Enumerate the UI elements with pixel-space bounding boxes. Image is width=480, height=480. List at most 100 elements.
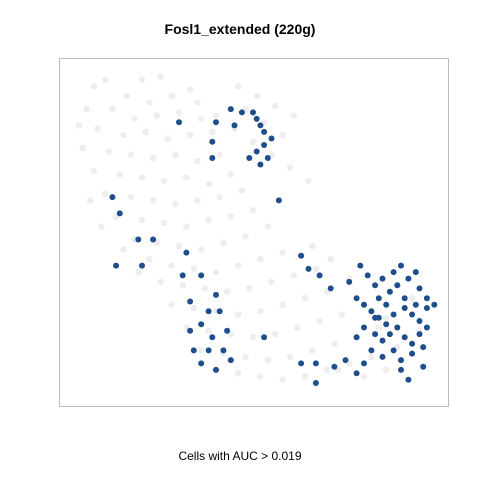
below-threshold-point bbox=[212, 268, 220, 276]
below-threshold-point bbox=[227, 213, 235, 220]
below-threshold-point bbox=[257, 255, 264, 263]
above-threshold-point bbox=[113, 262, 120, 269]
below-threshold-point bbox=[194, 99, 201, 106]
below-threshold-point bbox=[216, 193, 223, 201]
below-threshold-point bbox=[205, 180, 212, 188]
above-threshold-point bbox=[179, 272, 186, 279]
above-threshold-point bbox=[353, 334, 360, 341]
below-threshold-point bbox=[249, 206, 257, 214]
below-threshold-point bbox=[194, 158, 201, 165]
below-threshold-point bbox=[83, 105, 90, 113]
below-threshold-point bbox=[238, 187, 246, 194]
above-threshold-point bbox=[405, 275, 412, 282]
chart-caption: Cells with AUC > 0.019 bbox=[178, 449, 302, 463]
above-threshold-point bbox=[183, 249, 190, 256]
above-threshold-point bbox=[386, 331, 393, 338]
above-threshold-point bbox=[342, 357, 349, 364]
below-threshold-point bbox=[86, 197, 94, 204]
above-threshold-point bbox=[423, 324, 430, 331]
above-threshold-point bbox=[390, 347, 397, 354]
above-threshold-point bbox=[261, 334, 268, 341]
above-threshold-point bbox=[253, 148, 260, 155]
below-threshold-point bbox=[268, 278, 275, 286]
below-threshold-point bbox=[279, 249, 286, 256]
below-threshold-point bbox=[331, 340, 338, 348]
below-threshold-point bbox=[120, 246, 127, 253]
below-threshold-point bbox=[197, 115, 205, 123]
above-threshold-point bbox=[409, 340, 416, 347]
below-threshold-point bbox=[242, 353, 249, 361]
below-threshold-point bbox=[382, 366, 390, 374]
above-threshold-point bbox=[401, 334, 408, 341]
above-threshold-point bbox=[353, 295, 360, 302]
below-threshold-point bbox=[146, 255, 153, 263]
below-threshold-point bbox=[164, 135, 172, 142]
below-threshold-point bbox=[290, 112, 298, 119]
below-threshold-point bbox=[127, 151, 135, 159]
above-threshold-point bbox=[423, 295, 430, 302]
above-threshold-point bbox=[368, 308, 375, 315]
above-threshold-point bbox=[379, 275, 386, 282]
above-threshold-point bbox=[268, 135, 275, 142]
below-threshold-point bbox=[179, 281, 186, 289]
below-threshold-point bbox=[290, 272, 298, 279]
below-threshold-point bbox=[253, 92, 260, 100]
above-threshold-point bbox=[312, 380, 319, 386]
above-threshold-point bbox=[298, 360, 305, 367]
below-threshold-point bbox=[271, 102, 279, 110]
above-threshold-point bbox=[109, 194, 116, 201]
below-threshold-point bbox=[227, 171, 235, 178]
above-threshold-point bbox=[412, 269, 419, 276]
below-threshold-point bbox=[249, 138, 257, 145]
above-threshold-point bbox=[431, 301, 438, 308]
below-threshold-point bbox=[375, 324, 383, 331]
below-threshold-point bbox=[279, 301, 286, 309]
above-threshold-point bbox=[357, 262, 364, 269]
above-threshold-point bbox=[361, 324, 367, 331]
above-threshold-point bbox=[213, 366, 219, 373]
above-threshold-point bbox=[398, 366, 404, 373]
above-threshold-point bbox=[250, 109, 256, 116]
above-threshold-point bbox=[383, 301, 390, 308]
below-threshold-point bbox=[220, 239, 227, 247]
below-threshold-point bbox=[109, 105, 116, 113]
above-threshold-point bbox=[390, 311, 397, 318]
below-threshold-point bbox=[172, 200, 179, 207]
above-threshold-point bbox=[220, 347, 227, 354]
below-threshold-point bbox=[175, 109, 183, 116]
above-threshold-point bbox=[416, 318, 423, 324]
below-threshold-point bbox=[94, 125, 101, 132]
above-threshold-point bbox=[383, 321, 390, 328]
below-threshold-point bbox=[257, 307, 264, 315]
above-threshold-point bbox=[416, 331, 423, 338]
above-threshold-point bbox=[227, 106, 234, 113]
below-threshold-point bbox=[138, 174, 146, 181]
above-threshold-point bbox=[420, 363, 427, 370]
above-threshold-point bbox=[275, 197, 282, 204]
above-threshold-point bbox=[398, 262, 404, 269]
above-threshold-point bbox=[390, 269, 397, 276]
below-threshold-point bbox=[146, 99, 153, 106]
above-threshold-point bbox=[372, 314, 379, 321]
above-threshold-point bbox=[257, 122, 264, 129]
below-threshold-point bbox=[312, 265, 320, 273]
above-threshold-point bbox=[298, 252, 305, 259]
below-threshold-point bbox=[123, 92, 131, 100]
below-threshold-point bbox=[205, 216, 212, 224]
below-threshold-point bbox=[382, 314, 390, 322]
above-threshold-point bbox=[190, 347, 197, 354]
below-threshold-point bbox=[360, 373, 368, 380]
below-threshold-point bbox=[327, 255, 335, 263]
below-threshold-point bbox=[120, 131, 127, 139]
above-threshold-point bbox=[331, 363, 338, 370]
below-threshold-point bbox=[368, 353, 375, 361]
below-threshold-point bbox=[212, 112, 220, 119]
above-threshold-point bbox=[187, 298, 194, 305]
above-threshold-point bbox=[213, 119, 219, 126]
below-threshold-point bbox=[194, 197, 201, 204]
below-threshold-point bbox=[149, 154, 157, 162]
below-threshold-point bbox=[131, 115, 138, 123]
below-threshold-point bbox=[316, 317, 323, 325]
below-threshold-point bbox=[301, 294, 309, 302]
above-threshold-point bbox=[198, 272, 205, 279]
